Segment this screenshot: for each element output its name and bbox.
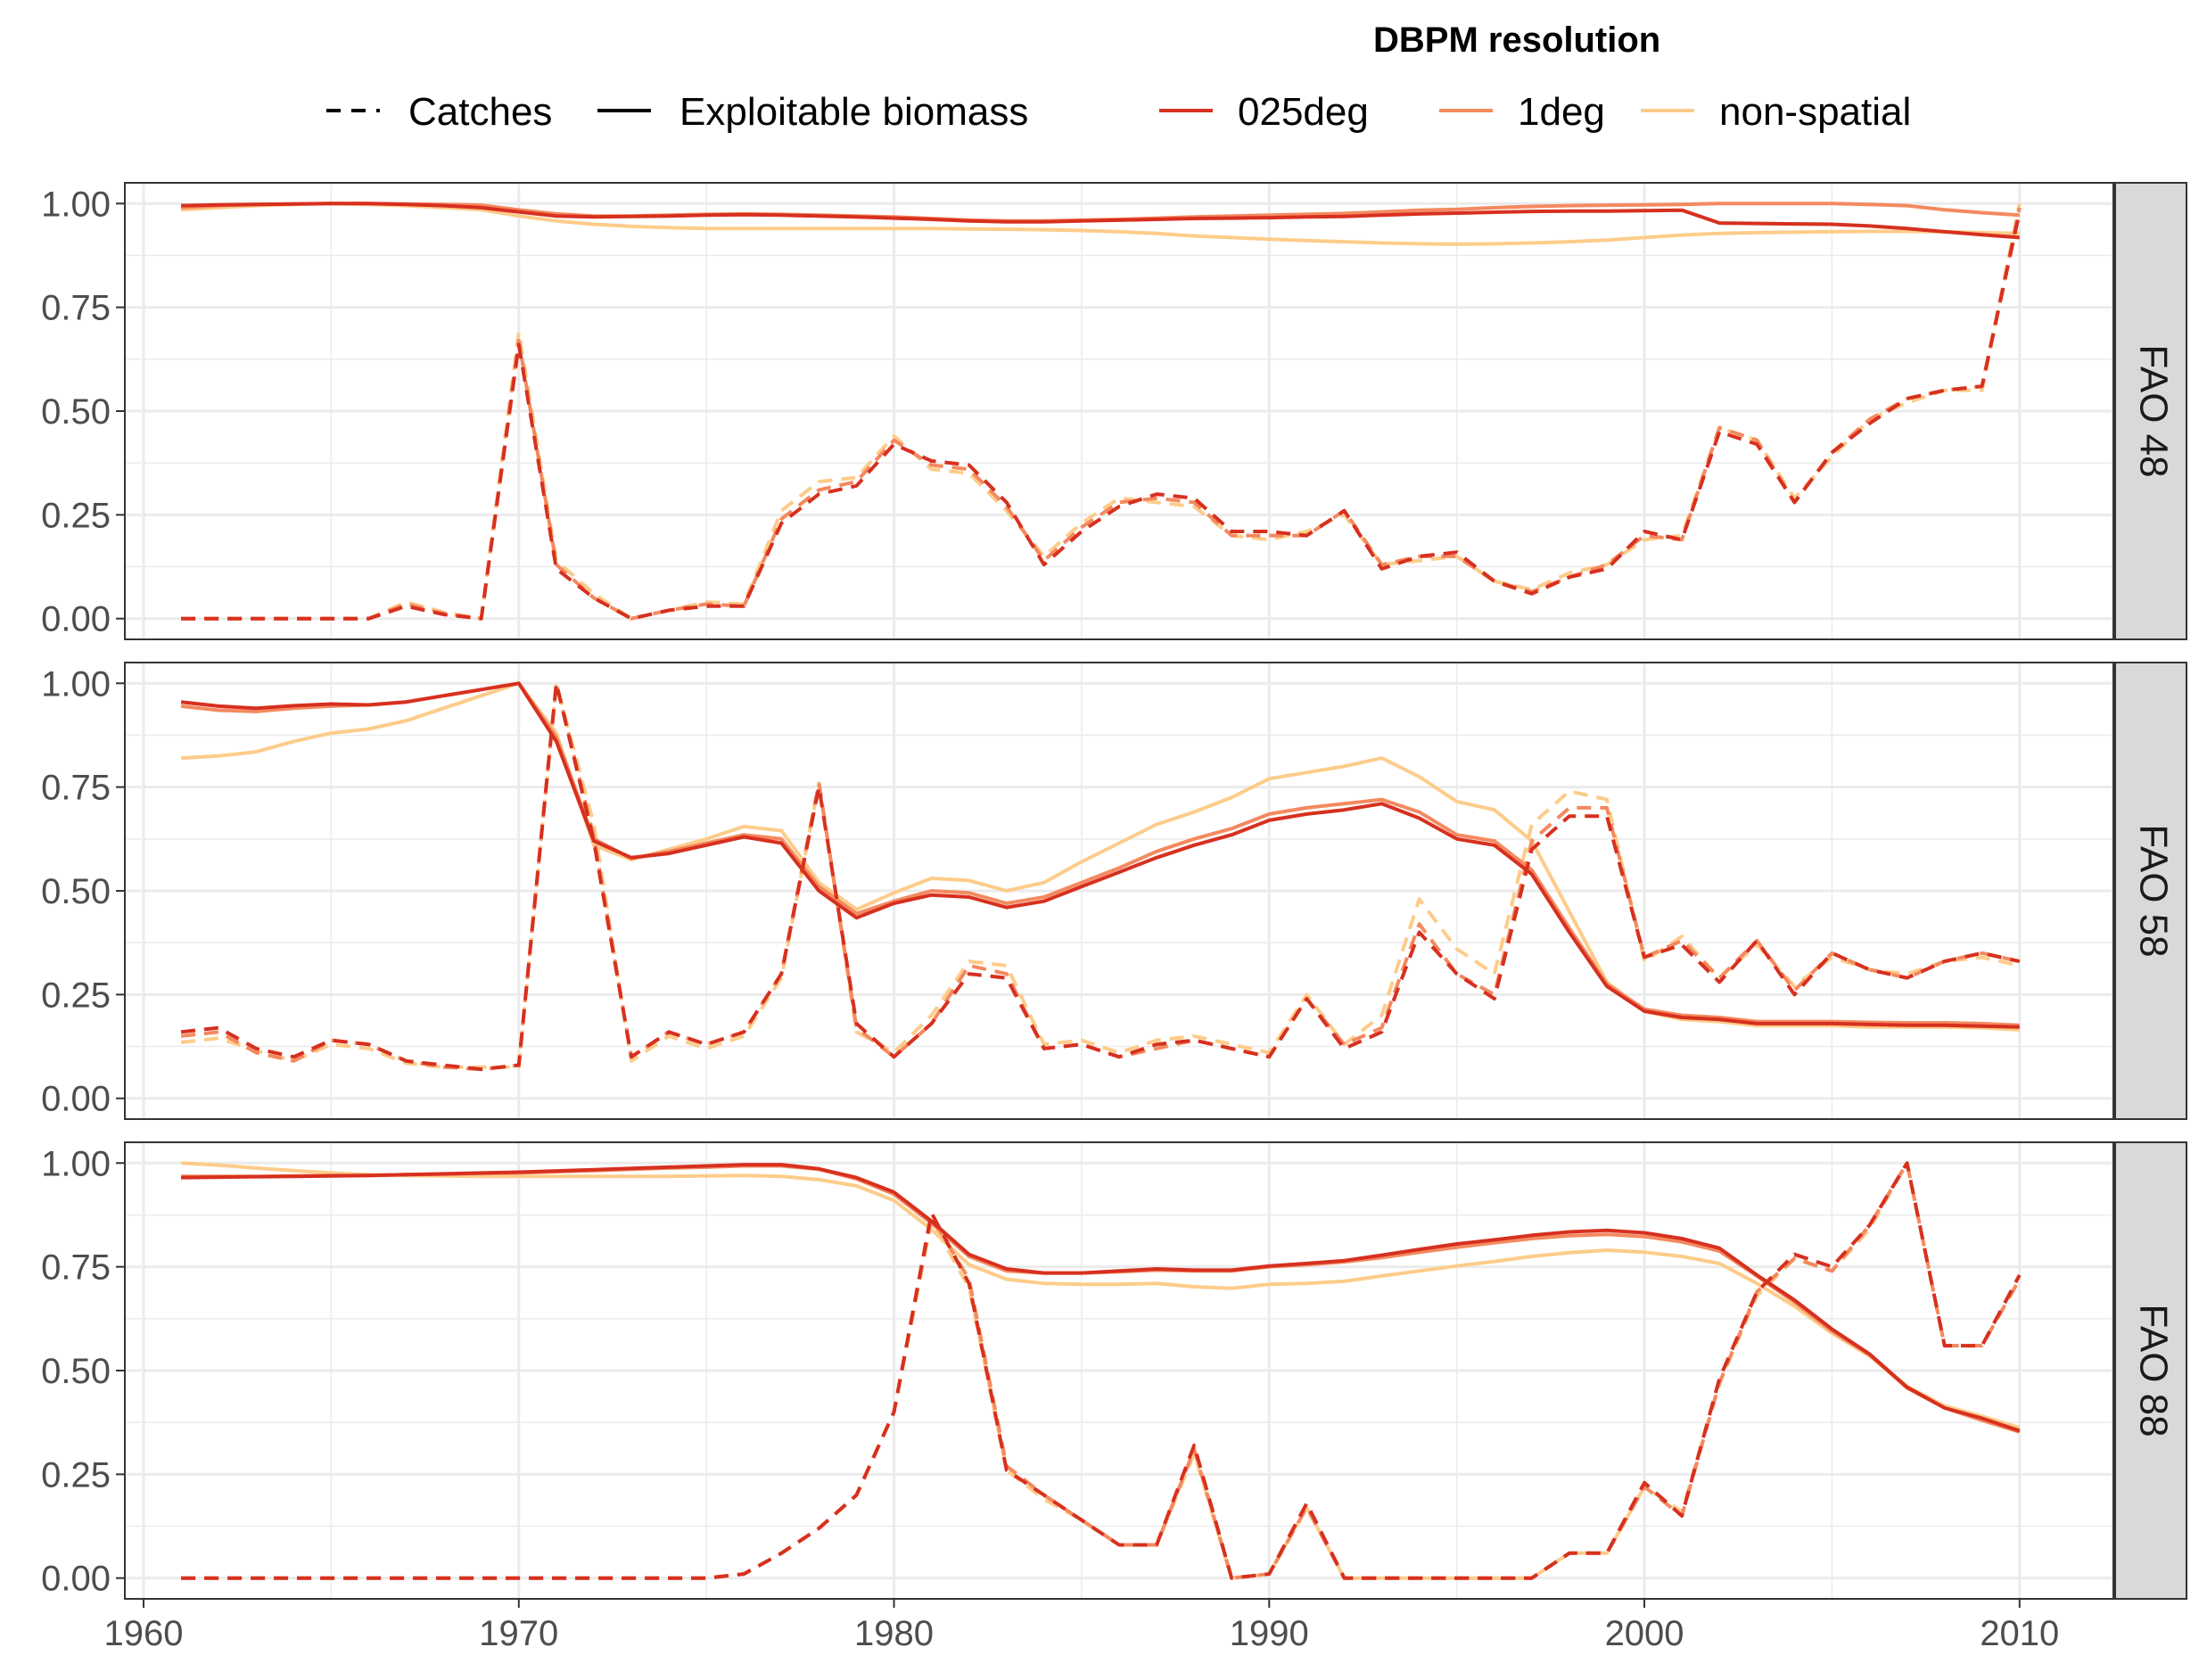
y-tick-label: 0.00 [41, 600, 111, 639]
y-tick-label: 0.50 [41, 872, 111, 911]
legend: DBPM resolution Catches Exploitable biom… [326, 21, 1911, 134]
x-tick-label: 1990 [1230, 1614, 1309, 1653]
y-tick-label: 0.50 [41, 1352, 111, 1391]
series-d025-biomass [180, 681, 2020, 1029]
x-tick-label: 2010 [1980, 1614, 2059, 1653]
series-d1-catches [180, 681, 2021, 1072]
y-tick-label: 0.25 [41, 1455, 111, 1495]
facet-strip [2114, 662, 2187, 1120]
legend-label-025deg: 025deg [1238, 90, 1369, 134]
facet-strip [2114, 182, 2187, 640]
facet-strip-label: FAO 48 [2131, 344, 2175, 477]
facet-strip [2114, 1141, 2187, 1600]
panel-fao-88: 0.00 0.25 0.50 0.75 1.00 FAO 88 [41, 1141, 2187, 1600]
x-tick-label: 2000 [1605, 1614, 1684, 1653]
legend-label-exploitable-biomass: Exploitable biomass [679, 90, 1028, 134]
y-tick-label: 0.75 [41, 769, 111, 808]
legend-colour-title: DBPM resolution [1373, 21, 1660, 60]
y-tick-label: 1.00 [41, 664, 111, 704]
x-tick-label: 1970 [479, 1614, 558, 1653]
panel-border [124, 1141, 2114, 1600]
series-nonspatial-biomass [180, 681, 2020, 1032]
x-axis: 1960 1970 1980 1990 2000 2010 [104, 1599, 2059, 1653]
legend-label-1deg: 1deg [1518, 90, 1605, 134]
series-d025-catches [181, 211, 2022, 621]
y-tick-label: 0.50 [41, 392, 111, 432]
y-tick-label: 0.25 [41, 496, 111, 535]
series-d025-biomass [181, 1163, 2021, 1433]
panel-fao-58: 0.00 0.25 0.50 0.75 1.00 FAO 58 [41, 662, 2187, 1120]
legend-label-catches: Catches [408, 90, 552, 134]
panel-border [124, 662, 2114, 1120]
facet-strip-label: FAO 88 [2131, 1304, 2175, 1437]
y-tick-label: 0.00 [41, 1080, 111, 1119]
series-d025-biomass [181, 202, 2020, 240]
series-nonspatial-biomass [180, 1161, 2021, 1430]
y-tick-label: 0.75 [41, 1248, 111, 1288]
panel-border [124, 182, 2114, 640]
panel-fao-48: 0.00 0.25 0.50 0.75 1.00 FAO 48 [41, 182, 2187, 640]
series-d025-catches [181, 1161, 2022, 1580]
x-tick-label: 1980 [854, 1614, 934, 1653]
y-tick-label: 0.25 [41, 976, 111, 1015]
y-tick-label: 0.00 [41, 1560, 111, 1599]
x-tick-label: 1960 [104, 1614, 184, 1653]
y-tick-label: 0.75 [41, 289, 111, 328]
legend-label-non-spatial: non-spatial [1719, 90, 1911, 134]
series-nonspatial-biomass [180, 202, 2020, 246]
y-tick-label: 1.00 [41, 185, 111, 224]
facet-strip-label: FAO 58 [2131, 824, 2175, 957]
y-tick-label: 1.00 [41, 1144, 111, 1183]
